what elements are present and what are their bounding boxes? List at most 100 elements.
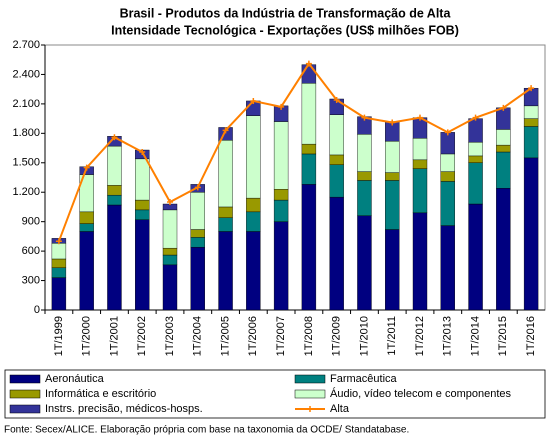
line-marker	[444, 129, 451, 136]
bar-segment	[329, 196, 344, 311]
bar-segment	[301, 184, 317, 311]
legend-label: Áudio, vídeo telecom e componentes	[330, 387, 512, 400]
y-tick-label: 2.400	[12, 68, 40, 80]
bar-segment	[135, 219, 150, 311]
x-tick-label: 1T/2002	[136, 316, 148, 356]
bar-segment	[79, 231, 94, 311]
x-tick-label: 1T/2006	[247, 316, 259, 356]
bar-segment	[357, 134, 372, 172]
legend-swatch	[294, 389, 326, 399]
bar-segment	[162, 264, 178, 311]
bar-segment	[51, 277, 67, 311]
x-tick-label: 1T/2011	[386, 316, 398, 356]
bar-segment	[107, 145, 122, 186]
bar-segment	[51, 267, 67, 278]
line-marker	[278, 103, 285, 110]
y-tick-label: 2.100	[12, 98, 40, 110]
bar-segment	[523, 126, 539, 159]
legend-swatch	[9, 404, 41, 414]
bar-segment	[468, 162, 483, 205]
x-tick-label: 1T/1999	[53, 316, 65, 356]
line-marker	[194, 184, 201, 191]
bar-segment	[468, 203, 483, 311]
bar-segment	[496, 107, 511, 130]
line-marker	[305, 60, 312, 67]
bar-segment	[273, 221, 289, 311]
line-marker	[333, 96, 340, 103]
bar-segment	[246, 197, 261, 213]
bar-segment	[385, 172, 400, 181]
x-tick-label: 1T/2008	[303, 316, 315, 356]
x-tick-label: 1T/2001	[108, 316, 120, 356]
bar-segment	[440, 171, 455, 182]
bar-segment	[496, 188, 511, 311]
bar-segment	[412, 138, 428, 161]
bar-segment	[357, 171, 372, 181]
bar-segment	[135, 209, 150, 220]
bar-segment	[218, 140, 233, 208]
source-note: Fonte: Secex/ALICE. Elaboração própria c…	[4, 425, 409, 436]
bar-segment	[329, 154, 344, 165]
line-marker	[472, 114, 479, 121]
x-tick-label: 1T/2009	[331, 316, 343, 356]
legend-label: Instrs. precisão, médicos-hosps.	[45, 403, 203, 415]
bar-segment	[51, 243, 67, 260]
line-marker	[500, 104, 507, 111]
bar-segment	[246, 211, 261, 232]
bar-segment	[385, 229, 400, 311]
line-marker	[55, 238, 62, 245]
x-tick-label: 1T/2004	[192, 316, 204, 356]
y-tick-label: 1.500	[12, 157, 40, 169]
x-tick-label: 1T/2005	[219, 316, 231, 356]
bar-segment	[468, 141, 483, 157]
bar-segment	[190, 192, 205, 230]
line-marker	[222, 127, 229, 134]
bar-segment	[246, 231, 261, 311]
bar-segment	[218, 217, 233, 232]
line-marker	[139, 148, 146, 155]
bar-segment	[301, 153, 317, 185]
y-tick-label: 300	[22, 274, 40, 286]
line-marker	[250, 97, 257, 104]
bar-segment	[107, 204, 122, 311]
x-tick-label: 1T/2013	[442, 316, 454, 356]
line-marker	[167, 199, 173, 206]
x-tick-label: 1T/2014	[469, 316, 481, 356]
y-tick-label: 600	[22, 245, 40, 257]
bar-segment	[523, 157, 539, 311]
bar-segment	[440, 225, 455, 311]
legend-swatch	[9, 389, 41, 399]
line-marker	[111, 134, 118, 141]
bar-segment	[357, 215, 372, 311]
bar-segment	[107, 185, 122, 196]
bar-segment	[190, 229, 205, 238]
line-marker	[389, 119, 396, 126]
bar-segment	[162, 209, 178, 249]
bar-segment	[301, 83, 317, 145]
x-tick-label: 1T/2012	[414, 316, 426, 356]
bar-segment	[273, 121, 289, 190]
x-tick-label: 1T/2007	[275, 316, 287, 356]
bar-segment	[412, 168, 428, 214]
x-tick-label: 1T/2015	[497, 316, 509, 356]
bar-segment	[51, 258, 67, 268]
bar-segment	[273, 199, 289, 222]
y-tick-label: 2.700	[12, 39, 40, 51]
y-tick-label: 0	[34, 304, 40, 316]
legend-label: Aeronáutica	[45, 373, 105, 385]
x-tick-label: 1T/2010	[358, 316, 370, 356]
bar-segment	[357, 180, 372, 216]
bar-segment	[190, 237, 205, 248]
x-tick-label: 1T/2000	[81, 316, 93, 356]
bar-segment	[412, 159, 428, 169]
bar-segment	[246, 115, 261, 199]
bar-segment	[301, 64, 317, 84]
legend-label: Alta	[330, 403, 350, 415]
x-tick-label: 1T/2003	[164, 316, 176, 356]
line-marker	[417, 114, 423, 121]
bar-segment	[496, 129, 511, 146]
bar-segment	[440, 132, 455, 155]
bar-segment	[301, 143, 317, 155]
bar-segment	[79, 223, 94, 232]
bar-segment	[273, 189, 289, 201]
